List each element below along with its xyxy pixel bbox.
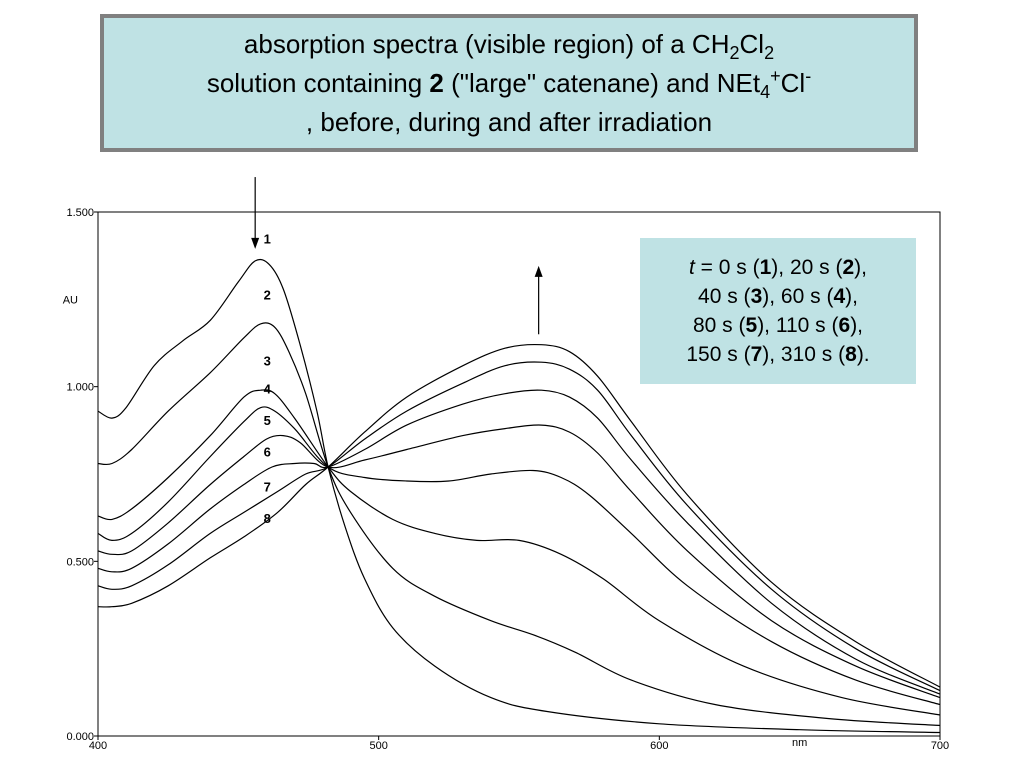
legend-curve-number: 7 bbox=[750, 343, 763, 366]
title-line-2: solution containing 2 ("large" catenane)… bbox=[207, 64, 811, 103]
spectrum-curve-3 bbox=[97, 389, 941, 716]
legend-curve-number: 8 bbox=[845, 343, 857, 366]
title-subscript: 2 bbox=[729, 42, 740, 63]
legend-curve-number: 2 bbox=[842, 256, 855, 279]
y-tick-label: 0.500 bbox=[66, 556, 94, 568]
legend-curve-number: 3 bbox=[750, 285, 763, 308]
title-text: absorption spectra (visible region) of a… bbox=[243, 28, 730, 59]
spectrum-curve-7 bbox=[97, 361, 941, 692]
y-tick-label: 0.000 bbox=[66, 731, 94, 743]
title-superscript: - bbox=[805, 65, 812, 86]
x-tick-label: 400 bbox=[89, 740, 107, 752]
title-box: absorption spectra (visible region) of a… bbox=[100, 14, 918, 152]
legend-line: 80 s (5), 110 s (6), bbox=[693, 311, 863, 340]
title-text: solution containing bbox=[206, 67, 430, 98]
title-line-1: absorption spectra (visible region) of a… bbox=[244, 25, 774, 64]
legend-text: ), 110 s ( bbox=[757, 314, 839, 337]
legend-box: t = 0 s (1), 20 s (2), 40 s (3), 60 s (4)… bbox=[640, 238, 916, 384]
curve-label-4: 4 bbox=[264, 382, 272, 397]
curve-label-3: 3 bbox=[264, 354, 271, 369]
legend-text: ), bbox=[854, 256, 867, 279]
spectrum-curve-8 bbox=[97, 343, 941, 688]
legend-text: ), bbox=[850, 314, 864, 337]
spectrum-curve-5 bbox=[97, 424, 941, 699]
curve-label-6: 6 bbox=[264, 445, 271, 460]
curve-label-7: 7 bbox=[264, 479, 271, 494]
spectrum-curve-2 bbox=[97, 322, 941, 727]
x-tick-label: 600 bbox=[650, 740, 668, 752]
legend-text: 150 s ( bbox=[686, 343, 751, 366]
title-text: Cl bbox=[739, 28, 765, 59]
arrow-down-icon bbox=[251, 237, 260, 249]
title-subscript: 4 bbox=[760, 81, 771, 102]
legend-text: ), 310 s ( bbox=[762, 343, 846, 366]
plot-frame bbox=[97, 211, 941, 737]
title-text: Cl bbox=[780, 67, 806, 98]
title-subscript: 2 bbox=[764, 42, 775, 63]
legend-text: ), bbox=[845, 285, 858, 308]
legend-text: 80 s ( bbox=[692, 314, 746, 337]
legend-line: t = 0 s (1), 20 s (2), bbox=[689, 253, 867, 282]
legend-text: ), 60 s ( bbox=[762, 285, 834, 308]
legend-text: 40 s ( bbox=[698, 285, 751, 308]
legend-curve-number: 6 bbox=[838, 314, 851, 337]
spectrum-curve-6 bbox=[97, 389, 941, 695]
legend-curve-number: 1 bbox=[759, 256, 772, 279]
curve-label-2: 2 bbox=[264, 287, 271, 302]
legend-text: t bbox=[688, 256, 695, 279]
legend-curve-number: 5 bbox=[745, 314, 758, 337]
title-line-3: , before, during and after irradiation bbox=[305, 106, 713, 137]
y-tick-label: 1.000 bbox=[66, 382, 94, 394]
y-axis-label: AU bbox=[63, 294, 78, 306]
spectrum-curve-1 bbox=[97, 258, 941, 734]
arrow-up-icon bbox=[534, 265, 543, 277]
legend-text: ), 20 s ( bbox=[771, 256, 843, 279]
curve-label-5: 5 bbox=[264, 413, 271, 428]
x-axis-label: nm bbox=[792, 737, 807, 749]
title-compound-number: 2 bbox=[429, 67, 444, 98]
curve-label-1: 1 bbox=[264, 231, 271, 246]
legend-text: = 0 s ( bbox=[694, 256, 760, 279]
legend-line: 150 s (7), 310 s (8). bbox=[686, 340, 869, 369]
x-tick-label: 700 bbox=[931, 740, 949, 752]
spectrum-curve-4 bbox=[97, 406, 941, 706]
legend-text: ). bbox=[856, 343, 870, 366]
title-text: ("large" catenane) and NEt bbox=[443, 67, 761, 98]
legend-curve-number: 4 bbox=[833, 285, 846, 308]
title-superscript: + bbox=[770, 65, 781, 86]
legend-line: 40 s (3), 60 s (4), bbox=[698, 282, 858, 311]
x-tick-label: 500 bbox=[369, 740, 387, 752]
curve-label-8: 8 bbox=[264, 511, 271, 526]
y-tick-label: 1.500 bbox=[66, 207, 94, 219]
